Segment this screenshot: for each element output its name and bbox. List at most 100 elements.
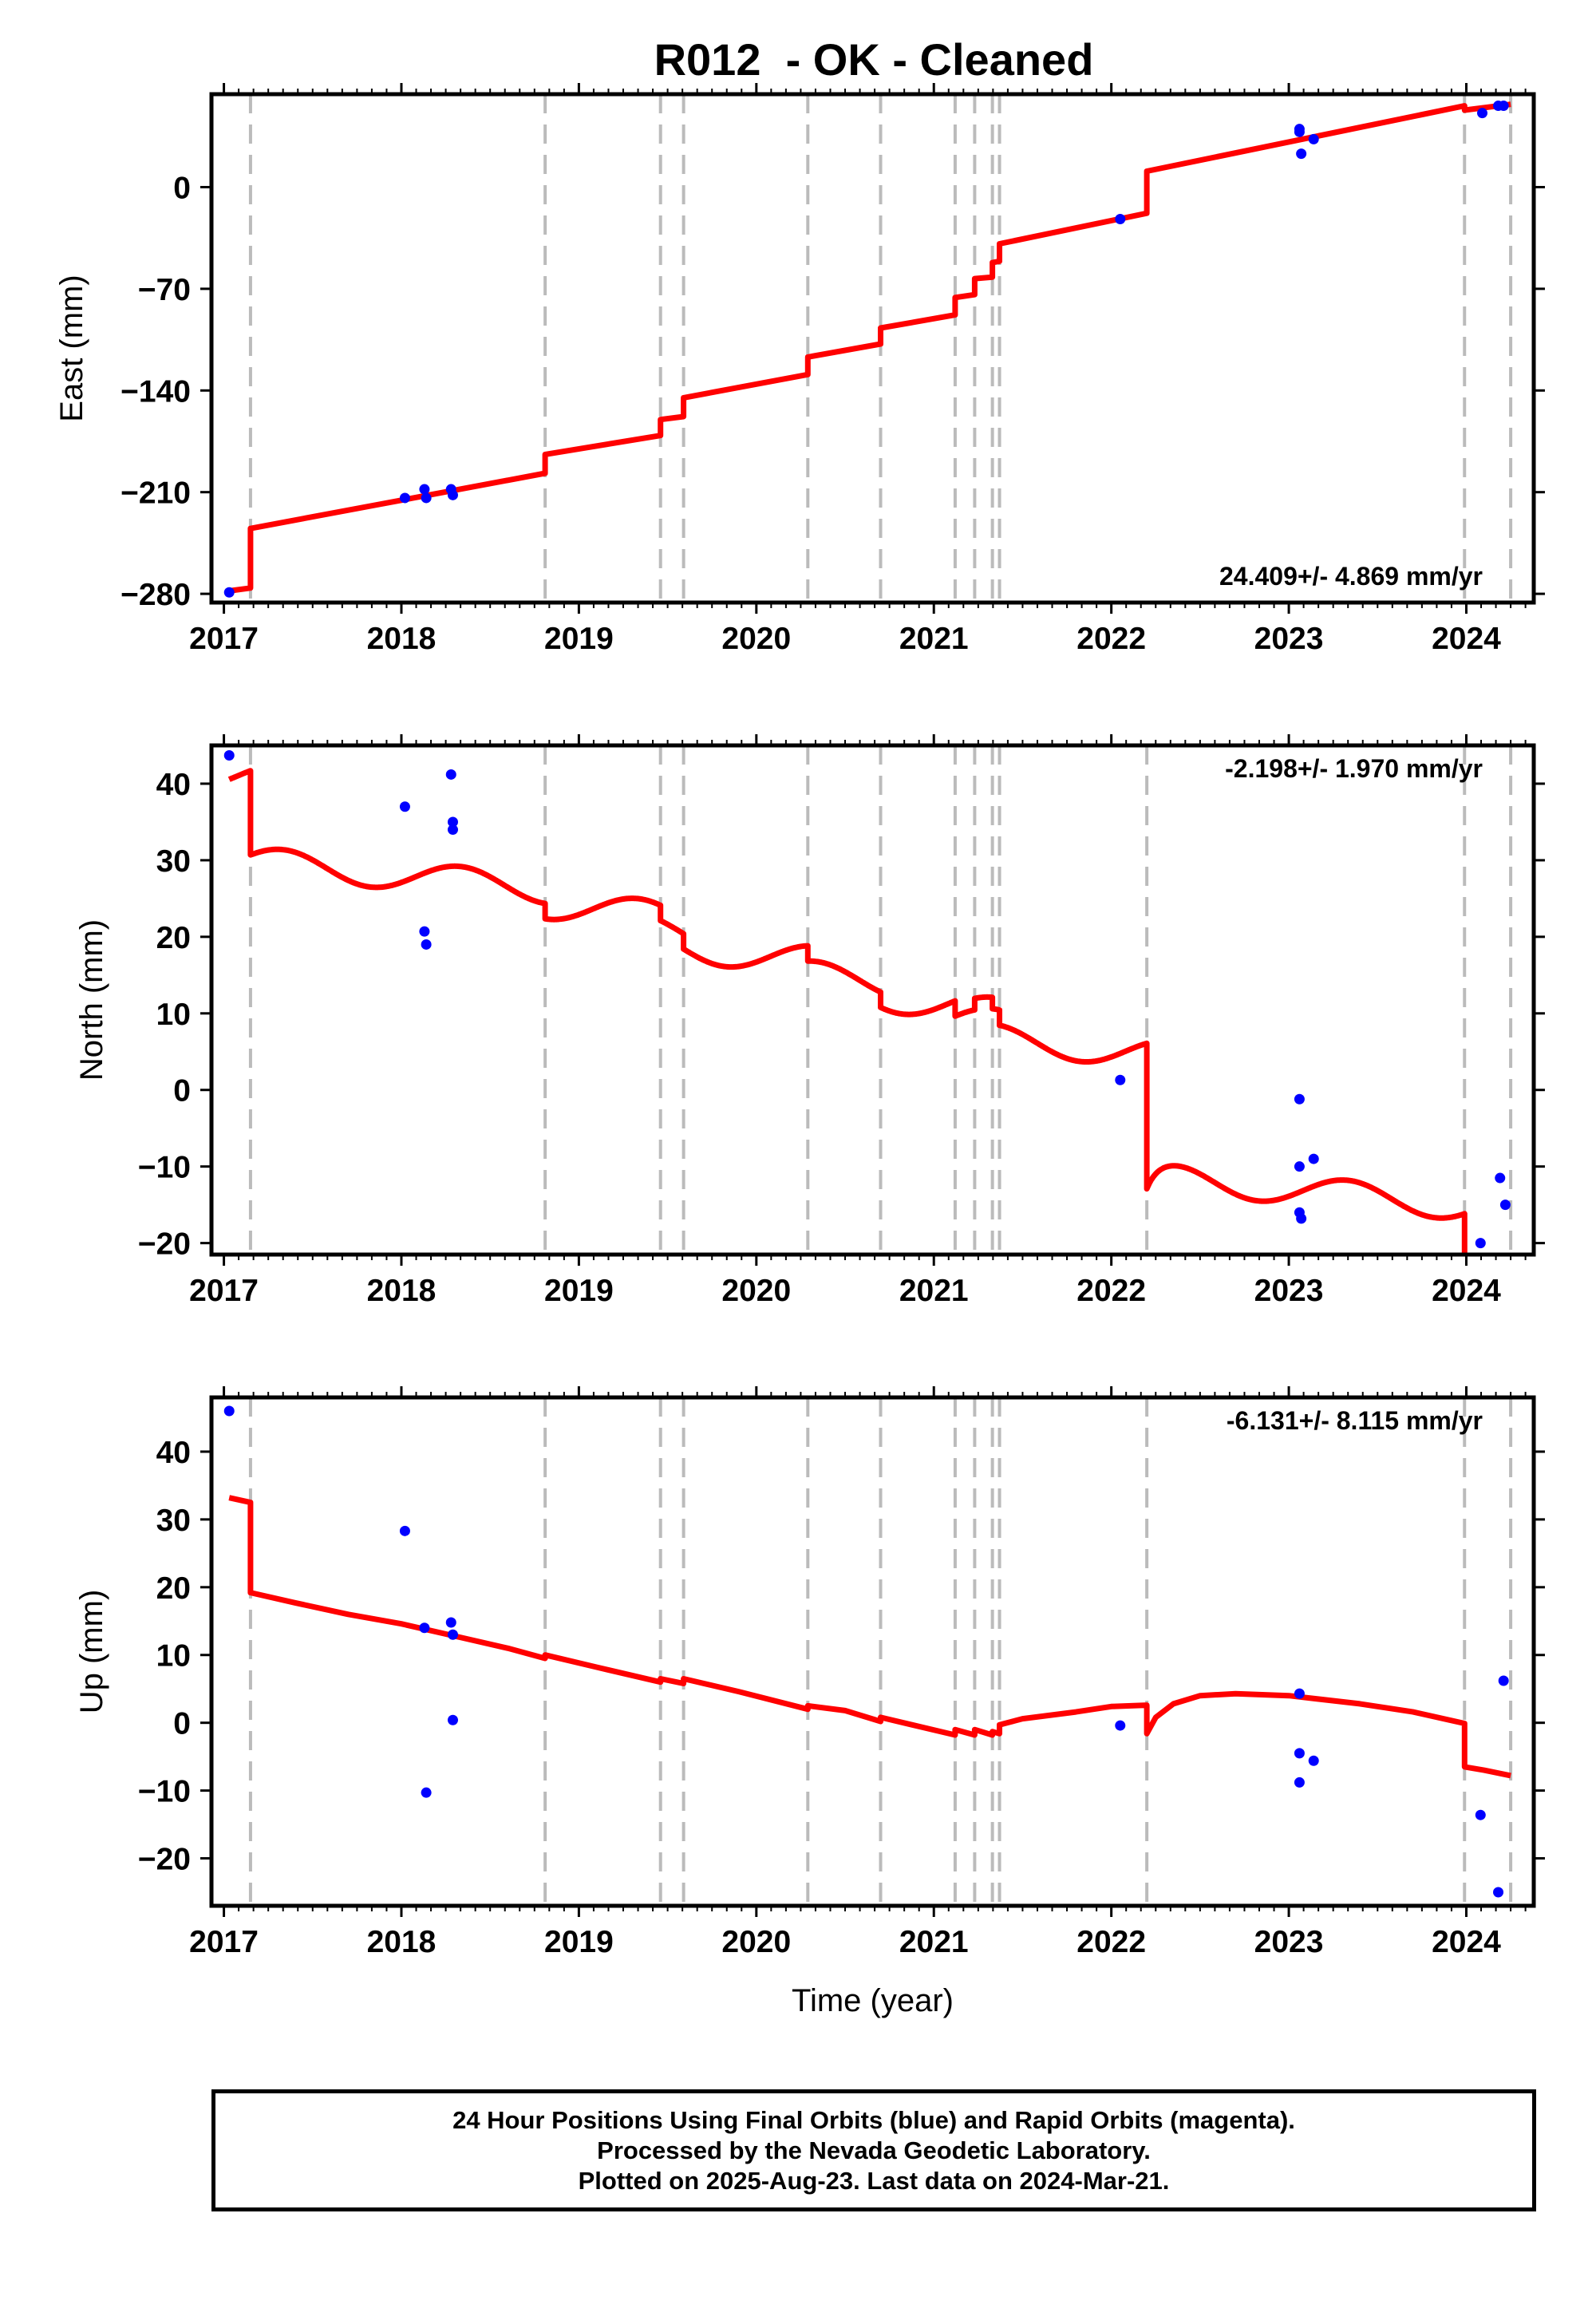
north-y-tick-label-5: −10: [138, 1151, 191, 1185]
north-y-tick-label-0: 40: [156, 768, 191, 802]
east-y-axis-label: East (mm): [54, 275, 89, 421]
up-y-axis-label: Up (mm): [74, 1590, 109, 1714]
up-data-point-4: [445, 1617, 456, 1628]
footer-box: 24 Hour Positions Using Final Orbits (bl…: [211, 2089, 1536, 2211]
north-x-tick-label-0: 2017: [189, 1274, 259, 1308]
east-chart: 2017 2018 2019 2020 2021 2022 2023 2024 0 −70 −140…: [54, 83, 1545, 656]
north-data-point-0: [223, 749, 235, 761]
up-chart: 2017 2018 2019 2020 2021 2022 2023 2024 40 30 20 10…: [74, 1386, 1545, 2018]
north-data-point-4: [445, 769, 456, 780]
east-data-point-8: [1294, 126, 1305, 137]
up-y-tick-label-2: 20: [156, 1571, 191, 1606]
footer-line-2: Processed by the Nevada Geodetic Laborat…: [597, 2136, 1151, 2164]
up-x-tick-label-0: 2017: [189, 1925, 259, 1959]
north-y-axis-label: North (mm): [74, 919, 109, 1081]
north-x-tick-label-4: 2021: [899, 1274, 969, 1308]
north-x-tick-label-5: 2022: [1077, 1274, 1146, 1308]
east-y-tick-label-0: 0: [173, 171, 191, 205]
north-data-point-8: [1294, 1093, 1305, 1105]
up-data-point-5: [447, 1629, 458, 1640]
up-data-point-1: [399, 1525, 410, 1536]
footer-line-3: Plotted on 2025-Aug-23. Last data on 202…: [578, 2166, 1170, 2195]
up-plot-frame: [209, 1395, 1536, 1908]
north-data-point-3: [421, 939, 432, 950]
north-data-point-1: [399, 801, 410, 812]
east-data-point-11: [1476, 108, 1487, 119]
up-y-tick-label-6: −20: [138, 1843, 191, 1877]
up-y-tick-label-1: 30: [156, 1504, 191, 1538]
up-data-point-10: [1294, 1777, 1305, 1788]
north-y-tick-label-1: 30: [156, 844, 191, 879]
up-data-point-0: [223, 1405, 235, 1417]
north-x-tick-label-6: 2023: [1254, 1274, 1324, 1308]
east-data-point-9: [1296, 148, 1307, 160]
north-data-point-12: [1308, 1153, 1319, 1164]
north-data-point-14: [1495, 1172, 1506, 1184]
north-data-point-6: [447, 824, 458, 836]
up-data-point-13: [1493, 1887, 1504, 1898]
east-x-tick-label-3: 2020: [721, 622, 791, 656]
north-x-tick-label-1: 2018: [367, 1274, 437, 1308]
north-data-point-11: [1296, 1213, 1307, 1224]
north-y-tick-label-6: −20: [138, 1227, 191, 1262]
east-panel: 2017 2018 2019 2020 2021 2022 2023 2024 0 −70 −140…: [0, 0, 1596, 678]
north-y-tick-label-2: 20: [156, 921, 191, 955]
east-x-tick-label-1: 2018: [367, 622, 437, 656]
north-data-point-5: [447, 816, 458, 828]
up-x-tick-label-3: 2020: [721, 1925, 791, 1959]
up-data-point-14: [1498, 1675, 1509, 1686]
north-rate-label: -2.198+/- 1.970 mm/yr: [1225, 754, 1483, 783]
east-data-point-10: [1308, 133, 1319, 144]
north-y-tick-label-3: 10: [156, 998, 191, 1032]
up-x-tick-label-2: 2019: [544, 1925, 614, 1959]
north-x-tick-label-7: 2024: [1432, 1274, 1501, 1308]
up-rate-label: -6.131+/- 8.115 mm/yr: [1227, 1406, 1483, 1435]
east-x-tick-label-5: 2022: [1077, 622, 1146, 656]
up-x-tick-label-6: 2023: [1254, 1925, 1324, 1959]
x-axis-label: Time (year): [792, 1983, 954, 2018]
east-x-tick-label-4: 2021: [899, 622, 969, 656]
east-y-tick-label-1: −70: [138, 273, 191, 307]
north-data-point-7: [1115, 1074, 1126, 1085]
up-y-tick-label-5: −10: [138, 1775, 191, 1809]
up-model-line: [228, 1495, 1511, 1779]
north-data-point-2: [419, 926, 430, 937]
east-plot-frame: [209, 92, 1536, 605]
north-data-point-13: [1475, 1238, 1486, 1249]
chart-title: R012 - OK - Cleaned: [654, 34, 1094, 85]
up-y-tick-label-3: 10: [156, 1639, 191, 1674]
up-data-point-7: [1115, 1720, 1126, 1731]
east-data-point-3: [421, 492, 432, 504]
up-data-point-11: [1308, 1755, 1319, 1766]
up-data-point-2: [419, 1622, 430, 1634]
up-data-point-9: [1294, 1748, 1305, 1759]
north-chart: 2017 2018 2019 2020 2021 2022 2023 2024 40 30 20 10…: [74, 734, 1545, 1308]
east-rate-label: 24.409+/- 4.869 mm/yr: [1219, 562, 1483, 591]
north-x-tick-label-2: 2019: [544, 1274, 614, 1308]
up-x-tick-label-5: 2022: [1077, 1925, 1146, 1959]
east-data-point-6: [1115, 214, 1126, 225]
north-panel: 2017 2018 2019 2020 2021 2022 2023 2024 40 30 20 10…: [74, 734, 1545, 1308]
north-model-line: [227, 768, 1468, 1255]
up-data-point-3: [421, 1787, 432, 1798]
north-y-tick-label-4: 0: [173, 1074, 191, 1109]
east-x-tick-label-0: 2017: [189, 622, 259, 656]
up-data-point-8: [1294, 1688, 1305, 1699]
east-data-point-1: [399, 492, 410, 504]
east-y-tick-label-3: −210: [120, 476, 191, 511]
east-x-tick-label-7: 2024: [1432, 622, 1501, 656]
up-data-point-12: [1475, 1809, 1486, 1820]
north-data-point-9: [1294, 1161, 1305, 1172]
east-data-point-13: [1498, 101, 1509, 112]
east-data-point-2: [419, 484, 430, 495]
east-x-tick-label-6: 2023: [1254, 622, 1324, 656]
east-y-tick-label-2: −140: [120, 374, 191, 409]
north-x-tick-label-3: 2020: [721, 1274, 791, 1308]
east-data-point-0: [223, 587, 235, 598]
east-y-tick-label-4: −280: [120, 578, 191, 612]
east-x-tick-label-2: 2019: [544, 622, 614, 656]
east-data-point-5: [447, 489, 458, 500]
north-data-point-15: [1499, 1199, 1511, 1211]
up-x-tick-label-4: 2021: [899, 1925, 969, 1959]
